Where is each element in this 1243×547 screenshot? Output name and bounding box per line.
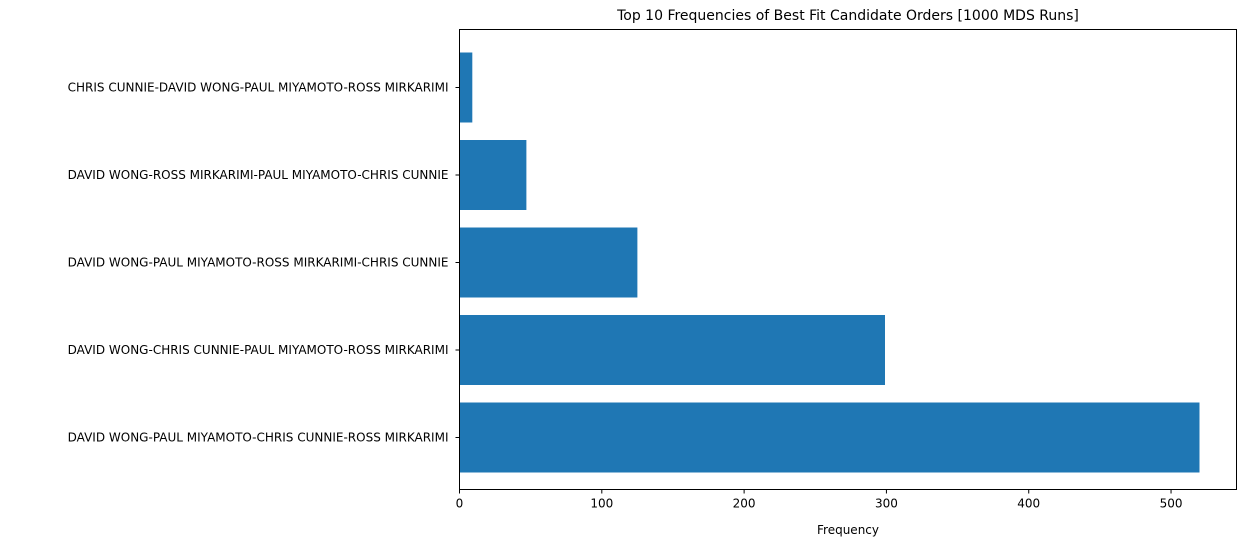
bar xyxy=(459,227,638,298)
bar xyxy=(459,140,527,210)
x-tick-label: 300 xyxy=(875,497,898,511)
bar xyxy=(459,315,885,385)
x-axis-label: Frequency xyxy=(817,523,879,537)
chart-title: Top 10 Frequencies of Best Fit Candidate… xyxy=(616,8,1079,24)
plot-frame xyxy=(459,29,1237,490)
bars xyxy=(459,52,1200,473)
y-tick-label: DAVID WONG-ROSS MIRKARIMI-PAUL MIYAMOTO-… xyxy=(68,168,449,182)
y-tick-label: DAVID WONG-PAUL MIYAMOTO-ROSS MIRKARIMI-… xyxy=(68,256,449,270)
x-axis-ticks: 0 100 200 300 400 500 xyxy=(456,489,1183,511)
y-axis-ticks: DAVID WONG-PAUL MIYAMOTO-CHRIS CUNNIE-RO… xyxy=(68,81,460,445)
y-tick-label: DAVID WONG-CHRIS CUNNIE-PAUL MIYAMOTO-RO… xyxy=(68,343,449,357)
x-tick-label: 400 xyxy=(1017,497,1040,511)
bar xyxy=(459,52,473,123)
y-tick-label: CHRIS CUNNIE-DAVID WONG-PAUL MIYAMOTO-RO… xyxy=(68,81,449,95)
x-tick-label: 200 xyxy=(733,497,756,511)
x-tick-label: 500 xyxy=(1160,497,1183,511)
x-tick-label: 0 xyxy=(456,497,464,511)
y-tick-label: DAVID WONG-PAUL MIYAMOTO-CHRIS CUNNIE-RO… xyxy=(68,431,449,445)
bar xyxy=(459,402,1200,473)
x-tick-label: 100 xyxy=(590,497,613,511)
